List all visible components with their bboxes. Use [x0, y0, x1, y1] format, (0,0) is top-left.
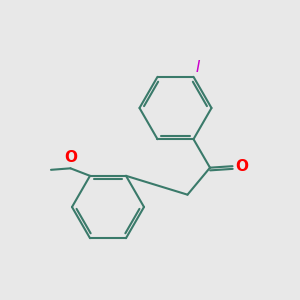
Text: O: O	[235, 159, 248, 174]
Text: I: I	[196, 60, 200, 75]
Text: O: O	[64, 150, 77, 165]
